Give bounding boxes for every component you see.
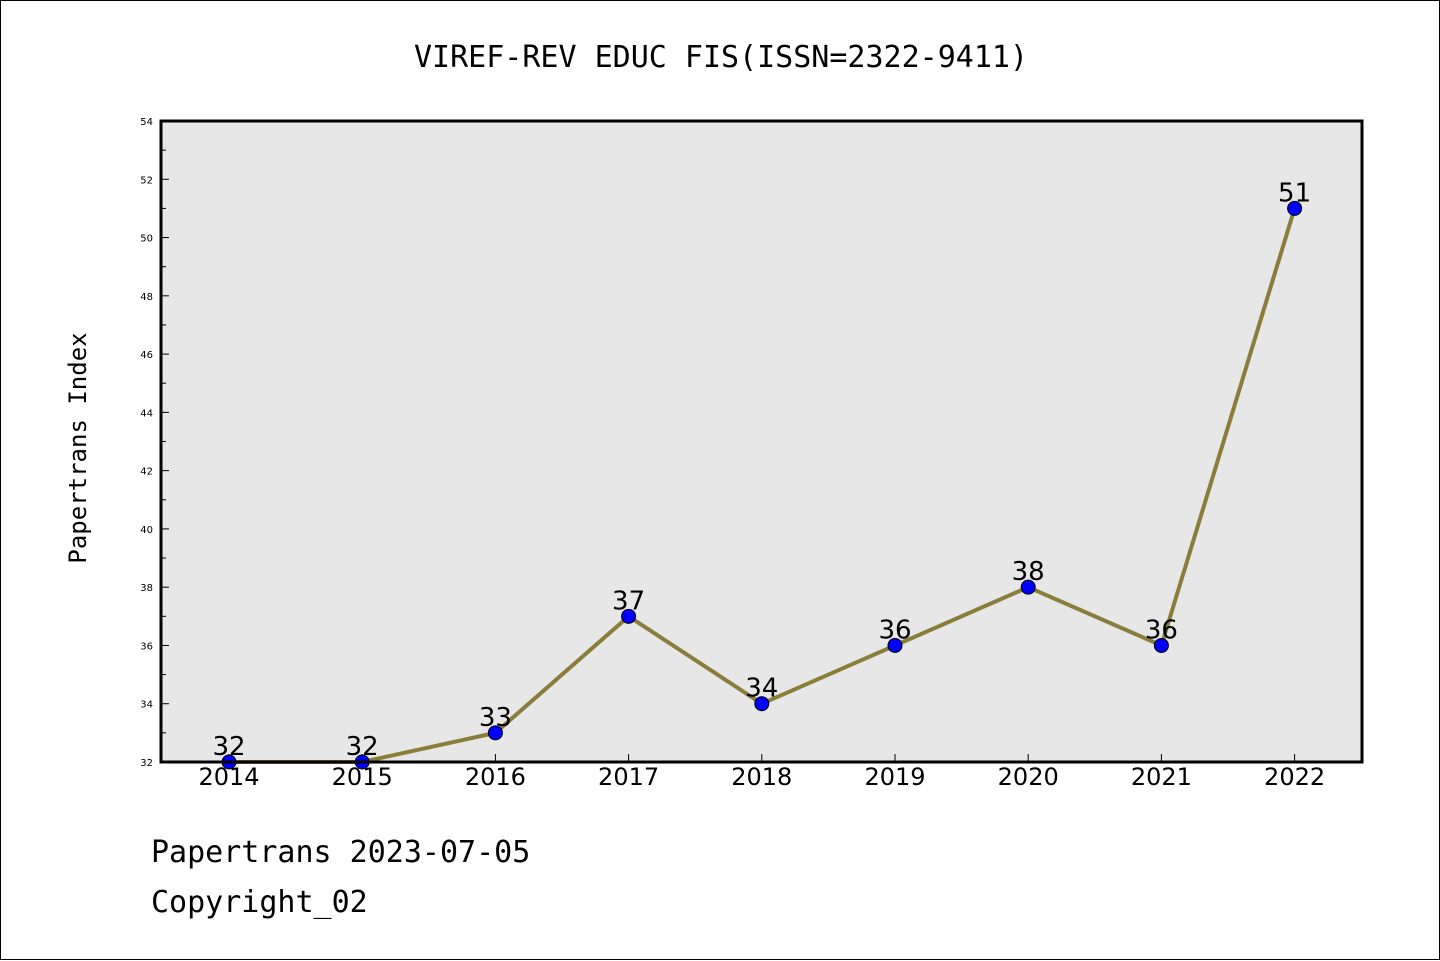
- data-point: [1153, 637, 1169, 653]
- y-tick-label: 48: [140, 292, 153, 303]
- data-point: [1020, 579, 1036, 595]
- y-tick-label: 54: [140, 117, 153, 128]
- data-point: [487, 725, 503, 741]
- data-point: [1287, 200, 1303, 216]
- data-label: 38: [1012, 557, 1045, 587]
- series-layer: 32 32 33 37 34 36 38 36 51: [212, 178, 1311, 770]
- data-label: 37: [612, 586, 645, 616]
- footer-date: Papertrans 2023-07-05: [151, 835, 531, 870]
- x-tick-label: 2018: [731, 763, 792, 791]
- data-point: [621, 608, 637, 624]
- x-tick-label: 2016: [465, 763, 526, 791]
- data-label: 36: [1145, 615, 1178, 645]
- y-tick-label: 34: [140, 700, 153, 711]
- data-label: 51: [1278, 178, 1311, 208]
- data-label: 34: [745, 674, 778, 704]
- y-axis: 32 34 36 38 40 42 44 46 48 50 52 54: [140, 117, 169, 769]
- y-tick-label: 32: [140, 758, 153, 769]
- chart-title: VIREF-REV EDUC FIS(ISSN=2322-9411): [414, 40, 1028, 75]
- y-tick-label: 38: [140, 583, 153, 594]
- x-tick-label: 2017: [598, 763, 659, 791]
- y-tick-label: 46: [140, 350, 153, 361]
- data-label: 32: [212, 732, 245, 762]
- data-label: 33: [479, 703, 512, 733]
- data-point: [887, 637, 903, 653]
- x-tick-label: 2022: [1264, 763, 1325, 791]
- y-tick-label: 42: [140, 467, 153, 478]
- y-tick-label: 36: [140, 641, 153, 652]
- x-tick-label: 2019: [864, 763, 925, 791]
- footer-copyright: Copyright_02: [151, 885, 368, 920]
- y-tick-label: 52: [140, 175, 153, 186]
- y-tick-label: 40: [140, 525, 153, 536]
- data-point: [754, 696, 770, 712]
- y-tick-label: 50: [140, 234, 153, 245]
- data-label: 36: [878, 615, 911, 645]
- x-tick-label: 2021: [1131, 763, 1192, 791]
- x-tick-label: 2020: [998, 763, 1059, 791]
- x-axis: 2014 2015 2016 2017 2018 2019 2020 2021 2022: [198, 754, 1325, 791]
- plot-frame: [159, 119, 1364, 764]
- y-tick-label: 44: [140, 408, 153, 419]
- plot-area: [161, 121, 1362, 762]
- data-label: 32: [346, 732, 379, 762]
- y-axis-label: Papertrans Index: [64, 332, 92, 563]
